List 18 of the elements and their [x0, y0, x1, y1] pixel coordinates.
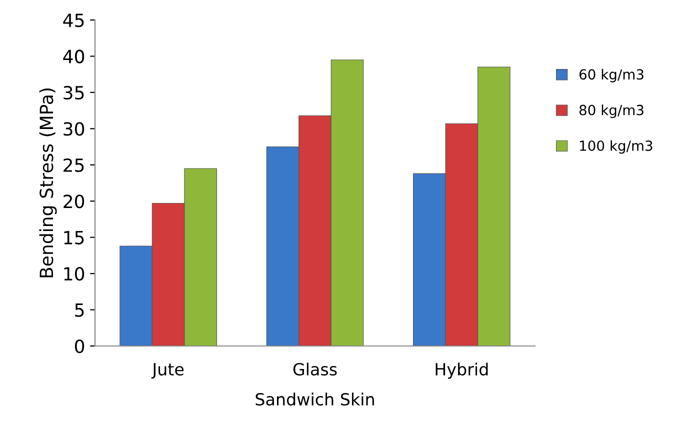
y-tick-label: 30	[64, 122, 84, 136]
y-tick-label: 45	[63, 14, 84, 28]
x-tick-label: Jute	[151, 363, 184, 379]
y-tick-label: 40	[63, 50, 84, 64]
y-tick-label: 25	[64, 158, 84, 172]
legend-label: 100 kg/m3	[580, 140, 652, 154]
y-tick-label: 0	[74, 339, 84, 354]
x-axis-title: Sandwich Skin	[256, 392, 374, 406]
y-tick-label: 20	[64, 194, 84, 208]
x-tick-label: Hybrid	[436, 362, 488, 379]
y-tick-label: 10	[64, 267, 84, 281]
legend-label: 60 kg/m3	[579, 68, 644, 82]
x-tick-label: Glass	[293, 362, 337, 376]
y-tick-label: 5	[75, 303, 84, 317]
y-axis-title: Bending Stress (MPa)	[39, 88, 57, 278]
y-tick-label: 35	[64, 86, 84, 100]
y-tick-label: 15	[64, 231, 84, 244]
legend-label: 80 kg/m3	[579, 104, 644, 118]
